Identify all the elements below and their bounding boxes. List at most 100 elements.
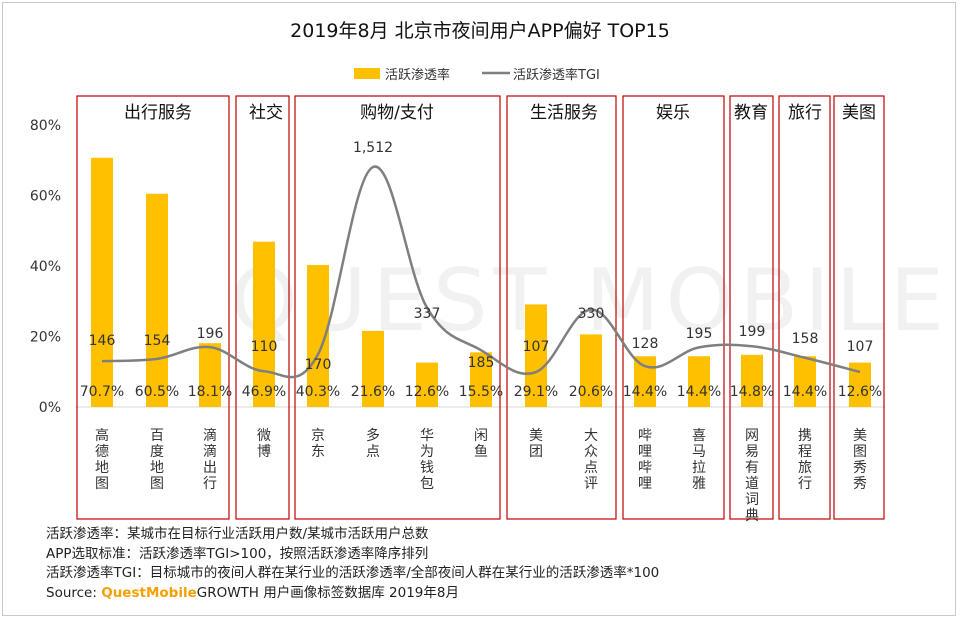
tgi-value-label: 1,512	[353, 140, 393, 156]
tgi-value-label: 185	[468, 355, 495, 371]
note-definition-penetration: 活跃渗透率：某城市在目标行业活跃用户数/某城市活跃用户总数	[46, 526, 429, 542]
x-category-label: 高德地图	[95, 427, 109, 492]
x-category-label: 大众点评	[584, 428, 598, 492]
x-category-label: 携程旅行	[798, 428, 812, 492]
x-category-label: 网易有道词典	[745, 428, 759, 524]
tgi-value-label: 154	[144, 333, 171, 349]
bar-series	[91, 157, 871, 407]
tgi-value-label: 128	[632, 336, 659, 352]
bar	[253, 241, 275, 407]
tgi-value-label: 158	[792, 331, 819, 347]
bar-value-label: 70.7%	[80, 384, 124, 400]
bar-value-label: 18.1%	[188, 384, 232, 400]
tgi-value-label: 196	[197, 326, 224, 342]
x-category-label: 多点	[366, 427, 380, 460]
bar	[741, 354, 763, 407]
bar	[634, 356, 656, 407]
bar	[416, 362, 438, 407]
x-category-label: 微博	[257, 428, 271, 460]
group-label: 购物/支付	[360, 103, 434, 123]
tgi-value-label: 195	[686, 326, 713, 342]
group-box	[294, 95, 501, 520]
bar-value-label: 14.4%	[783, 384, 827, 400]
note-definition-tgi: 活跃渗透率TGI：目标城市的夜间人群在某行业的活跃渗透率/全部夜间人群在某行业的…	[46, 565, 660, 581]
source-line: Source: QuestMobileGROWTH 用户画像标签数据库 2019…	[46, 584, 659, 604]
y-tick-label: 20%	[30, 330, 61, 346]
bar-value-label: 46.9%	[242, 384, 286, 400]
tgi-value-label: 107	[847, 339, 874, 355]
y-tick-label: 0%	[39, 400, 61, 416]
bar-value-label: 14.4%	[623, 384, 667, 400]
bar	[307, 264, 329, 407]
chart-title: 2019年8月 北京市夜间用户APP偏好 TOP15	[290, 20, 670, 42]
x-category-label: 喜马拉雅	[692, 428, 706, 492]
group-label: 社交	[249, 103, 283, 123]
tgi-value-label: 107	[523, 339, 550, 355]
bar-value-label: 12.6%	[405, 384, 449, 400]
category-groups: 出行服务 社交 购物/支付 生活服务 娱乐 教育 旅行 美图	[76, 95, 885, 520]
group-box	[506, 95, 617, 520]
group-box	[76, 95, 230, 520]
tgi-value-label: 330	[578, 306, 605, 322]
watermark: QUEST MOBILE	[230, 251, 950, 351]
note-selection-criteria: APP选取标准：活跃渗透率TGI>100，按照活跃渗透率降序排列	[46, 545, 429, 562]
source-text: GROWTH 用户画像标签数据库 2019年8月	[196, 584, 459, 601]
bar	[146, 193, 168, 407]
bar-value-label: 14.8%	[730, 384, 774, 400]
tgi-value-label: 146	[89, 333, 116, 349]
legend-bar-swatch	[354, 68, 380, 79]
group-label: 娱乐	[656, 103, 690, 123]
bar	[849, 362, 871, 407]
x-category-label: 哔哩哔哩	[638, 428, 652, 492]
x-category-label: 华为钱包	[420, 428, 434, 492]
group-label: 教育	[734, 103, 768, 123]
tgi-line-series	[101, 165, 861, 379]
group-label: 生活服务	[530, 103, 598, 123]
x-category-label: 美图秀秀	[853, 428, 867, 492]
legend: 活跃渗透率 活跃渗透率TGI	[354, 67, 600, 83]
bar	[91, 157, 113, 407]
bar-value-label: 14.4%	[677, 384, 721, 400]
group-box	[235, 95, 290, 520]
bar-value-label: 60.5%	[135, 384, 179, 400]
x-category-label: 美团	[529, 428, 543, 460]
source-brand: QuestMobile	[101, 584, 197, 601]
bar-value-label: 29.1%	[514, 384, 558, 400]
tgi-value-label: 170	[305, 357, 332, 373]
tgi-line	[101, 165, 861, 379]
bar	[580, 334, 602, 407]
data-labels: 70.7% 60.5% 18.1% 46.9% 40.3% 21.6% 12.6% 15.5%…	[80, 140, 882, 400]
group-box	[833, 95, 885, 520]
group-label: 出行服务	[124, 103, 192, 123]
legend-bar-label: 活跃渗透率	[385, 67, 450, 83]
group-label: 旅行	[788, 103, 822, 123]
bar-value-label: 15.5%	[459, 384, 503, 400]
bar	[525, 304, 547, 407]
bar	[470, 352, 492, 407]
tgi-value-label: 110	[251, 339, 278, 355]
bar-value-label: 40.3%	[296, 384, 340, 400]
tgi-value-label: 199	[739, 324, 766, 340]
x-category-label: 京东	[311, 428, 325, 460]
group-box	[778, 95, 831, 520]
legend-line-label: 活跃渗透率TGI	[513, 67, 600, 83]
x-category-label: 闲鱼	[474, 428, 488, 460]
bar	[688, 356, 710, 407]
group-label: 美图	[842, 103, 876, 123]
y-axis: 0% 20% 40% 60% 80%	[30, 118, 885, 416]
group-box	[729, 95, 774, 520]
x-category-label: 百度地图	[150, 428, 164, 492]
y-tick-label: 80%	[30, 118, 61, 134]
bar-value-label: 20.6%	[569, 384, 613, 400]
source-label: Source:	[46, 584, 97, 601]
bar	[794, 356, 816, 407]
footnotes: 活跃渗透率：某城市在目标行业活跃用户数/某城市活跃用户总数 APP选取标准：活跃…	[46, 525, 659, 603]
bar-value-label: 12.6%	[838, 384, 882, 400]
y-tick-label: 60%	[30, 189, 61, 205]
y-tick-label: 40%	[30, 259, 61, 275]
bar-value-label: 21.6%	[351, 384, 395, 400]
x-category-label: 滴滴出行	[203, 427, 217, 492]
bar	[199, 343, 221, 407]
